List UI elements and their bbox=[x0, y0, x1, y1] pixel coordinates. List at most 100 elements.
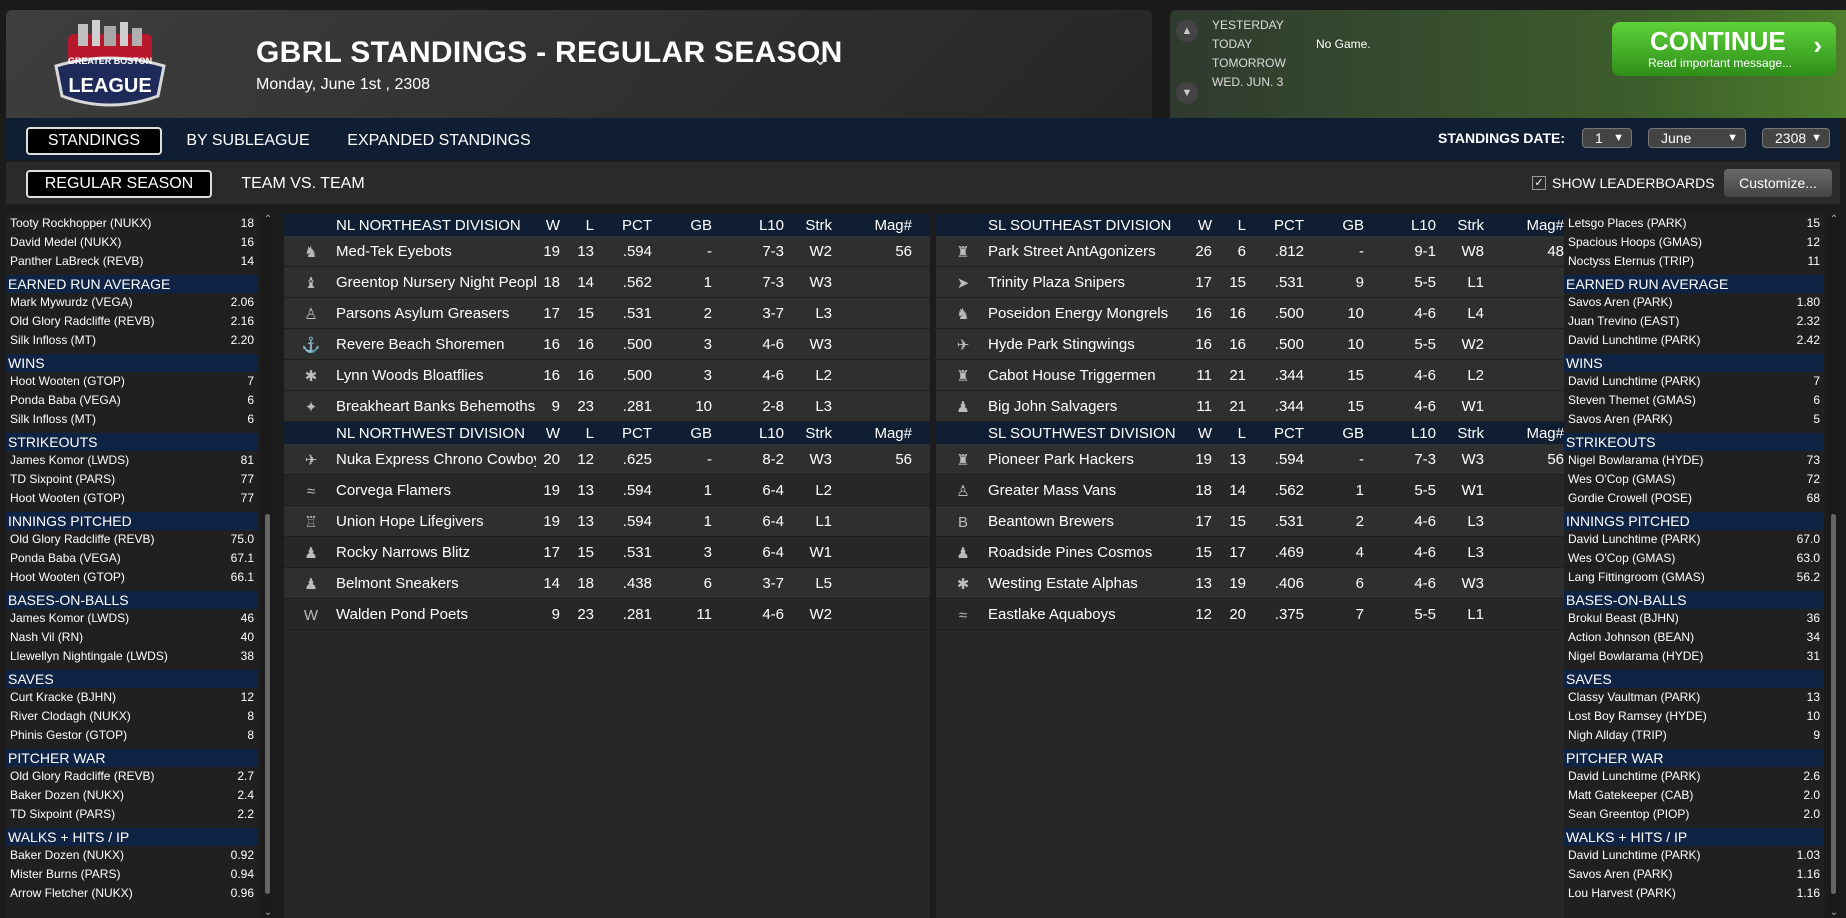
leaderboard-row[interactable]: Wes O'Cop (GMAS) 72 bbox=[1564, 470, 1824, 489]
show-leaderboards-checkbox[interactable]: ✓ bbox=[1532, 176, 1546, 190]
day-tomorrow[interactable]: TOMORROW bbox=[1212, 56, 1286, 70]
leaderboard-row[interactable]: Nigh Allday (TRIP) 9 bbox=[1564, 726, 1824, 745]
leaderboard-row[interactable]: Tooty Rockhopper (NUKX) 18 bbox=[6, 214, 258, 233]
column-header-gb[interactable]: GB bbox=[690, 424, 712, 442]
leaderboard-row[interactable]: Ponda Baba (VEGA) 6 bbox=[6, 391, 258, 410]
scroll-thumb[interactable] bbox=[1831, 514, 1836, 894]
leaderboard-row[interactable]: Ponda Baba (VEGA) 67.1 bbox=[6, 549, 258, 568]
leaderboard-row[interactable]: Brokul Beast (BJHN) 36 bbox=[1564, 609, 1824, 628]
team-row[interactable]: ♟ Big John Salvagers 11 21 .344 15 4-6 W1 bbox=[936, 391, 1582, 422]
leaderboard-row[interactable]: Old Glory Radcliffe (REVB) 2.16 bbox=[6, 312, 258, 331]
chevron-up-icon[interactable]: ▲ bbox=[1176, 20, 1198, 42]
column-header-pct[interactable]: PCT bbox=[1274, 424, 1304, 442]
leaderboard-row[interactable]: James Komor (LWDS) 81 bbox=[6, 451, 258, 470]
leaderboard-row[interactable]: Classy Vaultman (PARK) 13 bbox=[1564, 688, 1824, 707]
column-header-l[interactable]: L bbox=[585, 424, 594, 442]
customize-button[interactable]: Customize... bbox=[1724, 169, 1832, 197]
column-header-mag[interactable]: Mag# bbox=[1526, 216, 1564, 234]
column-header-mag[interactable]: Mag# bbox=[874, 424, 912, 442]
leaderboard-row[interactable]: Baker Dozen (NUKX) 0.92 bbox=[6, 846, 258, 865]
day-today[interactable]: TODAY bbox=[1212, 37, 1253, 51]
leaderboard-row[interactable]: Savos Aren (PARK) 1.80 bbox=[1564, 293, 1824, 312]
continue-button[interactable]: CONTINUE Read important message... › bbox=[1612, 22, 1836, 76]
scrollbar-right[interactable]: ⌃ ⌄ bbox=[1828, 214, 1840, 918]
leaderboard-row[interactable]: Matt Gatekeeper (CAB) 2.0 bbox=[1564, 786, 1824, 805]
leaderboard-row[interactable]: Curt Kracke (BJHN) 12 bbox=[6, 688, 258, 707]
leaderboard-row[interactable]: Lang Fittingroom (GMAS) 56.2 bbox=[1564, 568, 1824, 587]
team-row[interactable]: ♙ Parsons Asylum Greasers 17 15 .531 2 3-7 L3 bbox=[284, 298, 930, 329]
team-row[interactable]: ✈ Hyde Park Stingwings 16 16 .500 10 5-5 W2 bbox=[936, 329, 1582, 360]
team-row[interactable]: ♖ Union Hope Lifegivers 19 13 .594 1 6-4 L1 bbox=[284, 506, 930, 537]
leaderboard-row[interactable]: Action Johnson (BEAN) 34 bbox=[1564, 628, 1824, 647]
leaderboard-row[interactable]: Hoot Wooten (GTOP) 77 bbox=[6, 489, 258, 508]
chevron-down-icon[interactable]: ⌄ bbox=[263, 907, 273, 918]
team-row[interactable]: ≈ Eastlake Aquaboys 12 20 .375 7 5-5 L1 bbox=[936, 599, 1582, 630]
leaderboard-row[interactable]: Old Glory Radcliffe (REVB) 75.0 bbox=[6, 530, 258, 549]
leaderboard-row[interactable]: Hoot Wooten (GTOP) 66.1 bbox=[6, 568, 258, 587]
chevron-up-icon[interactable]: ⌃ bbox=[263, 214, 273, 225]
team-row[interactable]: ♟ Roadside Pines Cosmos 15 17 .469 4 4-6 L3 bbox=[936, 537, 1582, 568]
leaderboard-row[interactable]: Arrow Fletcher (NUKX) 0.96 bbox=[6, 884, 258, 903]
chevron-down-icon[interactable]: ⌄ bbox=[1829, 907, 1839, 918]
leaderboard-row[interactable]: Wes O'Cop (GMAS) 63.0 bbox=[1564, 549, 1824, 568]
column-header-w[interactable]: W bbox=[545, 216, 560, 234]
team-row[interactable]: ♜ Cabot House Triggermen 11 21 .344 15 4-6 L2 bbox=[936, 360, 1582, 391]
leaderboard-row[interactable]: David Lunchtime (PARK) 1.03 bbox=[1564, 846, 1824, 865]
leaderboard-row[interactable]: David Medel (NUKX) 16 bbox=[6, 233, 258, 252]
column-header-l10[interactable]: L10 bbox=[758, 216, 784, 234]
leaderboard-row[interactable]: Savos Aren (PARK) 5 bbox=[1564, 410, 1824, 429]
team-row[interactable]: ✈ Nuka Express Chrono Cowboy 20 12 .625 - 8-2 W… bbox=[284, 444, 930, 475]
leaderboard-row[interactable]: Silk Infloss (MT) 6 bbox=[6, 410, 258, 429]
column-header-strk[interactable]: Strk bbox=[1457, 216, 1484, 234]
column-header-pct[interactable]: PCT bbox=[622, 424, 652, 442]
day-yesterday[interactable]: YESTERDAY bbox=[1212, 18, 1284, 32]
column-header-strk[interactable]: Strk bbox=[805, 216, 832, 234]
column-header-mag[interactable]: Mag# bbox=[874, 216, 912, 234]
team-row[interactable]: ♞ Med-Tek Eyebots 19 13 .594 - 7-3 W2 56 bbox=[284, 236, 930, 267]
tab-regular-season[interactable]: REGULAR SEASON bbox=[26, 170, 212, 198]
leaderboard-row[interactable]: Old Glory Radcliffe (REVB) 2.7 bbox=[6, 767, 258, 786]
team-row[interactable]: ⚓ Revere Beach Shoremen 16 16 .500 3 4-6 W3 bbox=[284, 329, 930, 360]
leaderboard-row[interactable]: Mister Burns (PARS) 0.94 bbox=[6, 865, 258, 884]
team-row[interactable]: B Beantown Brewers 17 15 .531 2 4-6 L3 bbox=[936, 506, 1582, 537]
leaderboard-row[interactable]: Lost Boy Ramsey (HYDE) 10 bbox=[1564, 707, 1824, 726]
leaderboard-row[interactable]: Noctyss Eternus (TRIP) 11 bbox=[1564, 252, 1824, 271]
day-next[interactable]: WED. JUN. 3 bbox=[1212, 75, 1284, 89]
column-header-l[interactable]: L bbox=[585, 216, 594, 234]
tab-by-subleague[interactable]: BY SUBLEAGUE bbox=[186, 132, 310, 149]
tab-standings[interactable]: STANDINGS bbox=[26, 127, 162, 155]
column-header-w[interactable]: W bbox=[1197, 424, 1212, 442]
leaderboard-row[interactable]: Nigel Bowlarama (HYDE) 73 bbox=[1564, 451, 1824, 470]
leaderboard-row[interactable]: Hoot Wooten (GTOP) 7 bbox=[6, 372, 258, 391]
scroll-thumb[interactable] bbox=[265, 514, 270, 894]
column-header-strk[interactable]: Strk bbox=[1457, 424, 1484, 442]
team-row[interactable]: ✦ Breakheart Banks Behemoths 9 23 .281 10 2-8 L… bbox=[284, 391, 930, 422]
team-row[interactable]: ≈ Corvega Flamers 19 13 .594 1 6-4 L2 bbox=[284, 475, 930, 506]
column-header-w[interactable]: W bbox=[545, 424, 560, 442]
team-row[interactable]: ✱ Lynn Woods Bloatflies 16 16 .500 3 4-6 L2 bbox=[284, 360, 930, 391]
leaderboard-row[interactable]: Savos Aren (PARK) 1.16 bbox=[1564, 865, 1824, 884]
column-header-gb[interactable]: GB bbox=[1342, 216, 1364, 234]
month-select[interactable]: June ▼ bbox=[1648, 128, 1746, 148]
leaderboard-row[interactable]: TD Sixpoint (PARS) 2.2 bbox=[6, 805, 258, 824]
leaderboard-row[interactable]: David Lunchtime (PARK) 2.42 bbox=[1564, 331, 1824, 350]
team-row[interactable]: ➤ Trinity Plaza Snipers 17 15 .531 9 5-5 L1 bbox=[936, 267, 1582, 298]
leaderboard-row[interactable]: Steven Themet (GMAS) 6 bbox=[1564, 391, 1824, 410]
tab-expanded-standings[interactable]: EXPANDED STANDINGS bbox=[347, 132, 531, 149]
leaderboard-row[interactable]: Silk Infloss (MT) 2.20 bbox=[6, 331, 258, 350]
team-row[interactable]: ♝ Greentop Nursery Night Peopl 18 14 .562 1 7-… bbox=[284, 267, 930, 298]
leaderboard-row[interactable]: Baker Dozen (NUKX) 2.4 bbox=[6, 786, 258, 805]
chevron-up-icon[interactable]: ⌃ bbox=[1829, 214, 1839, 225]
leaderboard-row[interactable]: Nash Vil (RN) 40 bbox=[6, 628, 258, 647]
team-row[interactable]: ♙ Greater Mass Vans 18 14 .562 1 5-5 W1 bbox=[936, 475, 1582, 506]
leaderboard-row[interactable]: Mark Mywurdz (VEGA) 2.06 bbox=[6, 293, 258, 312]
column-header-mag[interactable]: Mag# bbox=[1526, 424, 1564, 442]
leaderboard-row[interactable]: Gordie Crowell (POSE) 68 bbox=[1564, 489, 1824, 508]
column-header-pct[interactable]: PCT bbox=[622, 216, 652, 234]
leaderboard-row[interactable]: David Lunchtime (PARK) 67.0 bbox=[1564, 530, 1824, 549]
leaderboard-row[interactable]: Nigel Bowlarama (HYDE) 31 bbox=[1564, 647, 1824, 666]
leaderboard-row[interactable]: Phinis Gestor (GTOP) 8 bbox=[6, 726, 258, 745]
chevron-down-icon[interactable]: ▼ bbox=[1176, 82, 1198, 104]
column-header-gb[interactable]: GB bbox=[690, 216, 712, 234]
leaderboard-row[interactable]: Llewellyn Nightingale (LWDS) 38 bbox=[6, 647, 258, 666]
